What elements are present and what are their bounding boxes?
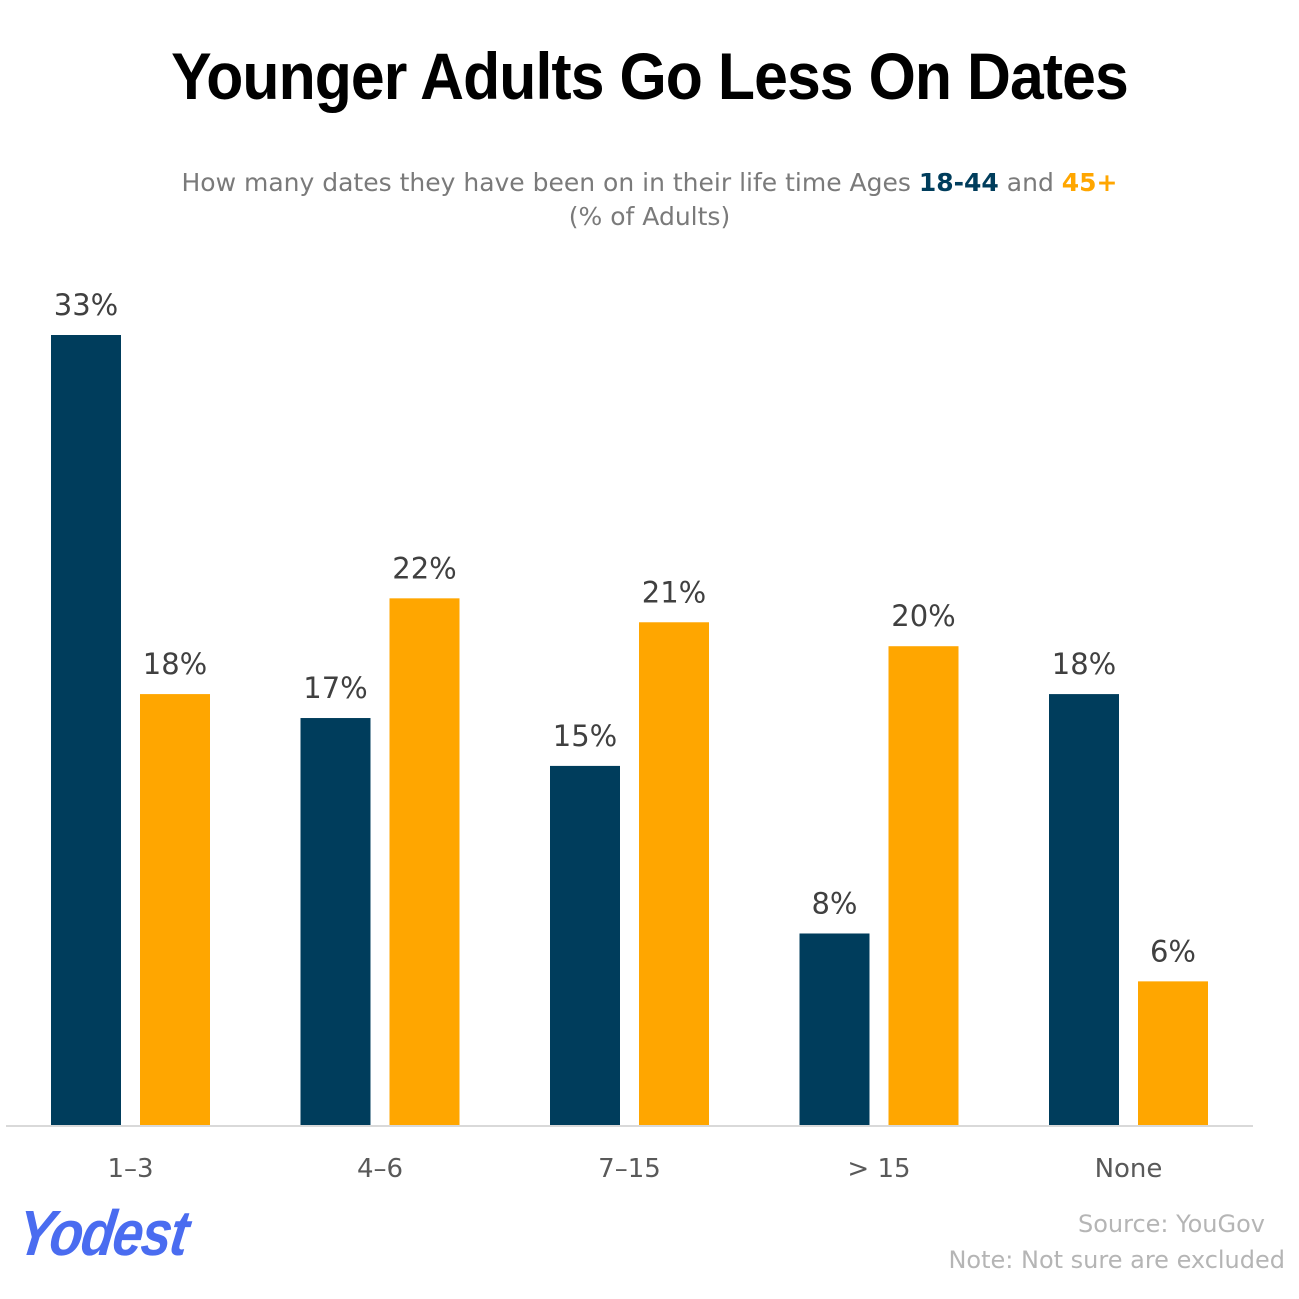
subtitle-series1-label: 18-44 — [918, 168, 999, 197]
x-tick-label: 4–6 — [357, 1154, 403, 1184]
brand-logo: Yodest — [12, 1197, 193, 1269]
bar-series2-4 — [1138, 981, 1208, 1125]
data-label: 17% — [303, 671, 367, 705]
subtitle-prefix: How many dates they have been on in thei… — [181, 168, 919, 197]
x-tick-label: > 15 — [847, 1154, 910, 1184]
footnote: Note: Not sure are excluded — [948, 1246, 1285, 1274]
data-label: 22% — [392, 551, 456, 585]
subtitle-mid: and — [998, 168, 1062, 197]
bar-series2-2 — [639, 622, 709, 1125]
data-label: 15% — [553, 719, 617, 753]
data-label: 18% — [1052, 647, 1116, 681]
bar-series2-3 — [888, 646, 959, 1125]
data-label: 8% — [811, 886, 857, 920]
bar-series1-1 — [300, 718, 371, 1125]
x-tick-label: None — [1095, 1154, 1163, 1184]
data-label: 18% — [143, 647, 207, 681]
chart-title: Younger Adults Go Less On Dates — [171, 39, 1129, 113]
data-label: 20% — [891, 599, 955, 633]
bar-series1-4 — [1049, 694, 1119, 1125]
subtitle-units: (% of Adults) — [568, 202, 731, 231]
data-label: 33% — [54, 288, 118, 322]
x-tick-label: 7–15 — [598, 1154, 661, 1184]
source-note: Source: YouGov — [1078, 1210, 1265, 1238]
subtitle-series2-label: 45+ — [1061, 168, 1118, 197]
bar-series1-2 — [550, 765, 620, 1125]
bar-series2-0 — [140, 694, 210, 1125]
bar-series1-0 — [51, 335, 121, 1125]
chart-subtitle: How many dates they have been on in thei… — [0, 166, 1299, 234]
bar-series2-1 — [389, 598, 460, 1125]
x-tick-label: 1–3 — [107, 1154, 153, 1184]
data-label: 21% — [642, 575, 706, 609]
bar-series1-3 — [799, 933, 870, 1125]
data-label: 6% — [1150, 934, 1196, 968]
